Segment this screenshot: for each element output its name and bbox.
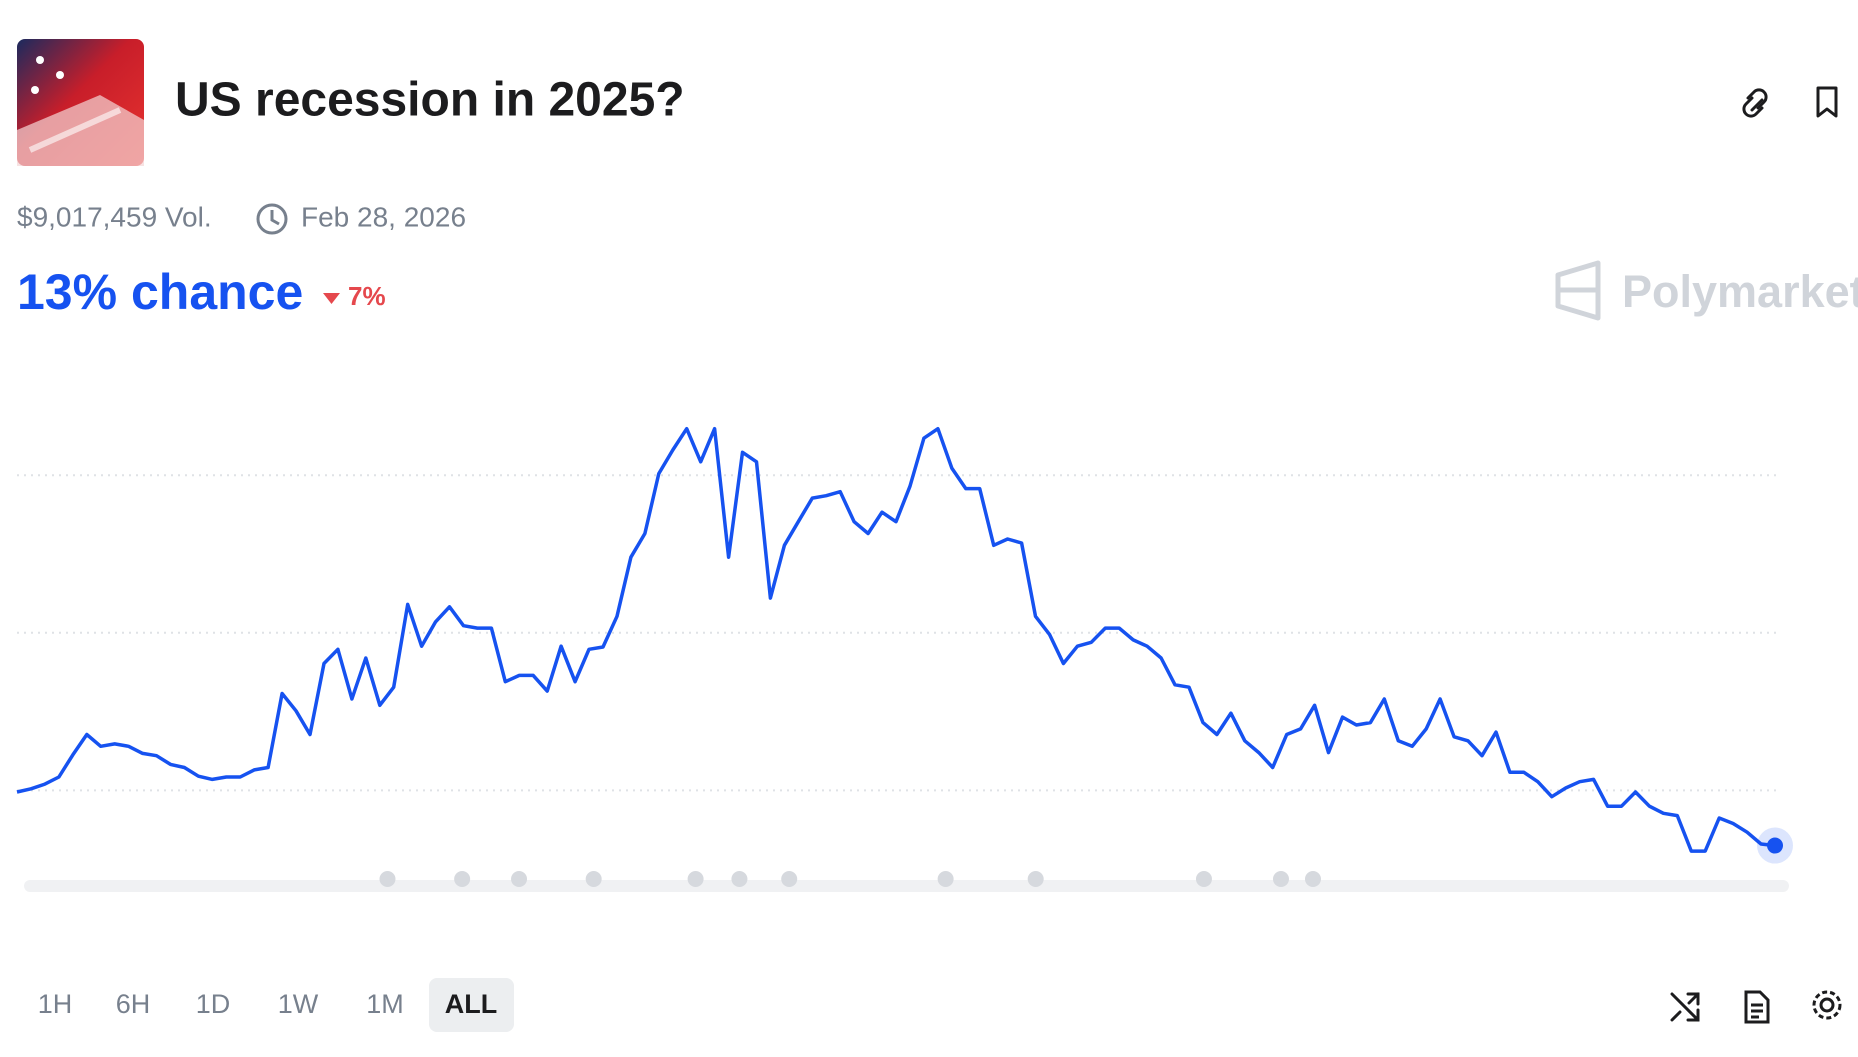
event-marker[interactable] — [687, 871, 704, 887]
market-icon — [17, 39, 144, 166]
price-line — [16, 426, 1776, 853]
chart — [16, 426, 1793, 892]
event-marker[interactable] — [454, 871, 471, 887]
event-marker[interactable] — [379, 871, 396, 887]
time-range-tab[interactable]: 1W — [278, 989, 319, 1019]
event-marker[interactable] — [1027, 871, 1044, 887]
copy-link-button[interactable] — [1742, 88, 1768, 118]
event-marker[interactable] — [937, 871, 954, 887]
shuffle-button[interactable] — [1670, 992, 1700, 1022]
chance: 13% chance — [17, 264, 303, 320]
time-range-tab[interactable]: 6H — [116, 989, 151, 1019]
down-arrow — [323, 293, 340, 304]
end-date: Feb 28, 2026 — [301, 201, 466, 232]
selected-tab-bg — [429, 978, 514, 1032]
time-range-tab[interactable]: 1H — [38, 989, 73, 1019]
event-marker[interactable] — [781, 871, 798, 887]
brand-logo — [1555, 260, 1601, 321]
event-marker[interactable] — [1272, 871, 1289, 887]
event-marker[interactable] — [585, 871, 602, 887]
clock-icon — [256, 203, 288, 235]
settings-button[interactable] — [1812, 990, 1842, 1020]
notes-button[interactable] — [1744, 990, 1770, 1024]
event-marker[interactable] — [511, 871, 528, 887]
bookmark-button[interactable] — [1816, 86, 1838, 118]
volume: $9,017,459 Vol. — [17, 201, 212, 232]
time-range-tab[interactable]: ALL — [445, 989, 497, 1019]
time-range-tabs: 1H 6H 1D 1W 1M ALL — [38, 978, 514, 1032]
event-marker[interactable] — [1195, 871, 1212, 887]
market-title: US recession in 2025? — [175, 74, 685, 127]
last-point — [1767, 837, 1783, 854]
brand-name: Polymarket — [1622, 266, 1858, 317]
time-range-tab[interactable]: 1D — [196, 989, 231, 1019]
event-marker[interactable] — [731, 871, 748, 887]
time-range-tab[interactable]: 1M — [366, 989, 404, 1019]
chance-change: 7% — [348, 281, 386, 311]
event-marker[interactable] — [1304, 871, 1321, 887]
